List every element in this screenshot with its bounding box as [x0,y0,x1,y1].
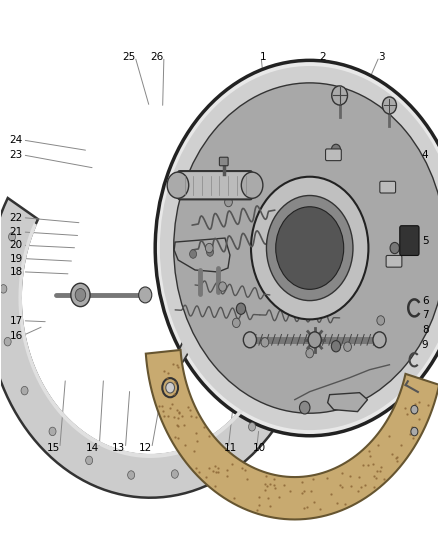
Circle shape [266,196,352,301]
Circle shape [127,471,134,479]
Text: 11: 11 [223,443,237,453]
Text: 26: 26 [150,52,164,61]
Text: 10: 10 [252,443,265,453]
Circle shape [8,232,15,241]
Text: 20: 20 [10,240,22,250]
Circle shape [4,337,11,346]
Circle shape [155,60,438,436]
Circle shape [243,332,256,348]
Circle shape [331,86,347,105]
Text: 5: 5 [421,236,427,246]
Circle shape [376,316,384,325]
Circle shape [75,288,85,301]
FancyBboxPatch shape [399,225,418,255]
FancyBboxPatch shape [219,157,228,166]
Circle shape [241,172,262,198]
Text: 3: 3 [377,52,384,61]
Circle shape [331,341,340,352]
Circle shape [410,406,417,414]
Text: 21: 21 [9,227,23,237]
Circle shape [381,97,396,114]
Circle shape [389,243,399,254]
Circle shape [205,244,213,253]
Text: 19: 19 [9,254,23,263]
Polygon shape [145,350,438,520]
Circle shape [261,337,268,347]
Text: 7: 7 [421,310,427,320]
Text: 14: 14 [86,443,99,453]
Text: 9: 9 [421,340,427,350]
Circle shape [331,144,340,156]
Text: 15: 15 [46,443,60,453]
Text: 25: 25 [122,52,135,61]
Circle shape [206,248,213,256]
Circle shape [171,470,178,478]
Text: 22: 22 [9,213,23,223]
Circle shape [21,386,28,395]
Text: 17: 17 [9,316,23,326]
Circle shape [49,427,56,435]
Text: 13: 13 [112,443,125,453]
Circle shape [189,250,196,259]
Circle shape [251,177,367,319]
Circle shape [410,427,417,436]
Circle shape [212,453,219,462]
Text: 24: 24 [9,135,23,145]
Circle shape [290,331,297,340]
Text: 6: 6 [421,296,427,306]
Circle shape [167,172,188,198]
FancyBboxPatch shape [379,181,395,193]
Circle shape [138,287,152,303]
Text: 2: 2 [318,52,325,61]
Polygon shape [327,393,367,411]
Circle shape [307,332,321,348]
Circle shape [159,66,438,430]
Circle shape [218,282,226,291]
Circle shape [372,332,385,348]
Circle shape [166,382,174,393]
FancyBboxPatch shape [177,171,252,199]
Circle shape [275,207,343,289]
Polygon shape [174,238,230,272]
Circle shape [85,456,92,465]
Circle shape [236,182,245,193]
Text: 12: 12 [138,443,152,453]
Circle shape [275,381,282,389]
FancyBboxPatch shape [385,255,401,267]
Circle shape [305,349,313,358]
Circle shape [173,83,438,413]
Text: 1: 1 [259,52,266,61]
FancyBboxPatch shape [325,149,340,160]
Text: 16: 16 [9,330,23,341]
Circle shape [236,303,245,314]
Polygon shape [0,198,313,498]
Circle shape [224,197,232,207]
Circle shape [71,283,90,306]
Circle shape [299,401,309,414]
Circle shape [0,285,7,293]
Text: 18: 18 [9,267,23,277]
Circle shape [232,318,240,328]
Text: 4: 4 [421,150,427,160]
Text: 23: 23 [9,150,23,160]
Circle shape [343,342,351,351]
Circle shape [248,423,255,431]
Polygon shape [18,223,280,458]
Text: 8: 8 [421,325,427,335]
Polygon shape [164,258,218,392]
